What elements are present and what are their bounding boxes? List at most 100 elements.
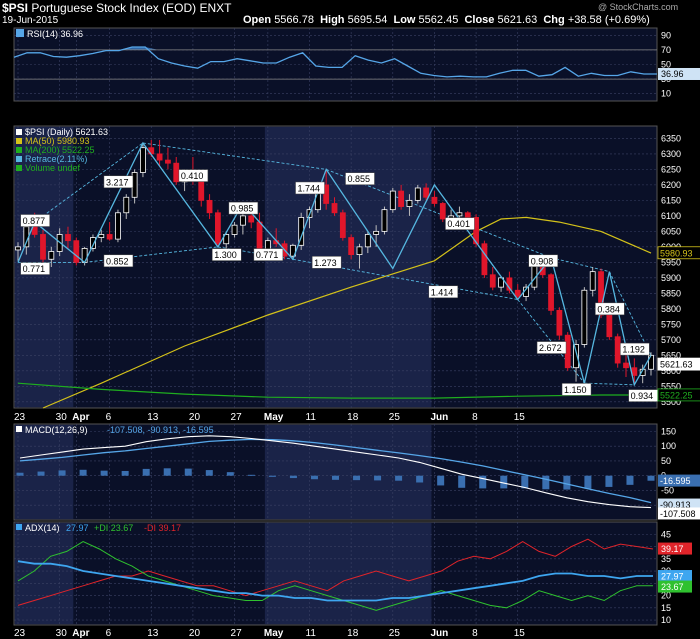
candle-body [414,187,421,201]
macd-histogram-bar [310,475,318,480]
pdi-line [17,541,653,611]
ohlc-readout: Open 5566.78 High 5695.54 Low 5562.45 Cl… [243,14,650,26]
price-legend-item: MA(200) 5522.25 [25,145,95,155]
bottom-x-label: 11 [306,628,317,639]
candle-body [289,244,296,257]
bottom-x-label: May [264,628,284,639]
macd-histogram-bar [79,469,87,476]
exchange: ENXT [199,1,232,15]
macd-tick-label: 50 [661,456,671,466]
retrace-dashed-line [292,258,518,300]
chart-title: $PSI Portuguese Stock Index (EOD) ENXT [2,1,231,15]
macd-histogram-bar [416,475,424,483]
retrace-annotation-box [178,169,209,182]
retrace-annotation-label: 0.934 [631,391,654,401]
price-x-label: May [264,412,284,423]
price-tick-label: 5750 [661,319,681,329]
candle-body [464,212,471,218]
macd-histogram-bar [205,470,213,476]
candle-body [589,271,596,291]
candle-body [115,212,121,240]
candle-body [623,362,629,369]
price-tick-label: 6150 [661,195,681,205]
candle-body [40,234,46,260]
candle-body [15,246,21,251]
retrace-dashed-line [34,142,144,223]
retrace-annotation-box [620,342,650,356]
price-x-label: Apr [72,412,89,423]
open-label: Open [243,14,272,26]
retrace-annotation-label: 1.744 [298,183,321,193]
macd-tick-label: -50 [661,485,674,495]
macd-histogram-bar [521,475,529,489]
candle-body [581,289,588,345]
macd-histogram-bar [100,470,108,476]
bottom-x-label: 20 [189,628,201,639]
macd-histogram-bar [542,475,550,490]
price-x-label: Jun [430,412,448,423]
candle-body [98,234,105,238]
adx-tick-label: 20 [661,591,671,601]
price-tick-label: 5650 [661,350,681,360]
price-tick-label: 5850 [661,288,681,298]
candle-body [65,234,71,242]
retrace-annotation-box [528,254,558,268]
adx-last-badge [658,580,692,593]
candle-body [198,178,205,201]
low-value: 5562.45 [418,14,459,26]
retrace-annotation-box [428,285,459,299]
price-legend-item: Retrace(2.11%) [25,154,87,164]
chg-value: +38.58 (+0.69%) [567,14,650,26]
price-last-value: 5522.25 [660,390,693,400]
adx-last-badge [658,542,692,555]
price-tick-label: 6300 [661,149,681,159]
candle-body [123,196,130,214]
bottom-x-label: 13 [147,628,159,639]
candle-body [248,215,255,223]
candle-body [140,147,146,173]
price-last-badge [657,246,700,260]
retrace-annotation-box [20,214,50,227]
retrace-annotation-label: 1.300 [214,250,237,260]
low-label: Low [393,14,416,26]
retrace-annotation-label: 1.414 [431,287,454,297]
bottom-x-label: Jun [430,628,448,639]
adx-last-value: 27.97 [661,572,684,582]
retrace-annotation-label: 1.192 [622,345,645,355]
index-name: Portuguese Stock Index (EOD) [31,1,197,15]
open-value: 5566.78 [274,14,314,26]
adx-legend-adx: 27.97 [66,523,89,533]
ndi-line [17,538,654,606]
macd-histogram-bar [458,475,466,488]
candle-body [165,159,171,164]
price-tick-label: 6250 [661,164,681,174]
macd-legend-values: -107.508, -90.913, -16.595 [107,425,214,435]
candle-body [614,336,621,364]
rsi-last-value: 36.96 [661,69,684,79]
candle-body [548,274,554,311]
candle-body [431,196,438,204]
macd-histogram-bar [289,475,297,479]
macd-last-value: -16.595 [660,476,691,486]
retrace-annotation-label: 0.908 [531,256,554,266]
price-x-label: 18 [347,412,359,423]
macd-histogram-bar [353,475,361,481]
candle-body [389,190,396,211]
price-last-value: 5980.93 [660,248,693,258]
price-last-badge [657,388,700,402]
macd-last-value: -90.913 [660,500,691,510]
adx-last-value: 39.17 [661,544,684,554]
macd-shade-band [264,425,432,519]
retrace-annotation-label: 0.985 [231,204,254,214]
macd-legend-swatch [16,426,22,432]
retrace-annotation-box [228,201,259,215]
price-tick-label: 5600 [661,366,681,376]
candle-body [364,234,371,248]
macd-line [19,435,652,509]
candle-body [90,237,96,249]
candle-body [339,212,346,238]
retrace-annotation-box [311,256,342,269]
price-x-label: 30 [56,412,68,423]
bottom-x-label: 27 [231,628,243,639]
